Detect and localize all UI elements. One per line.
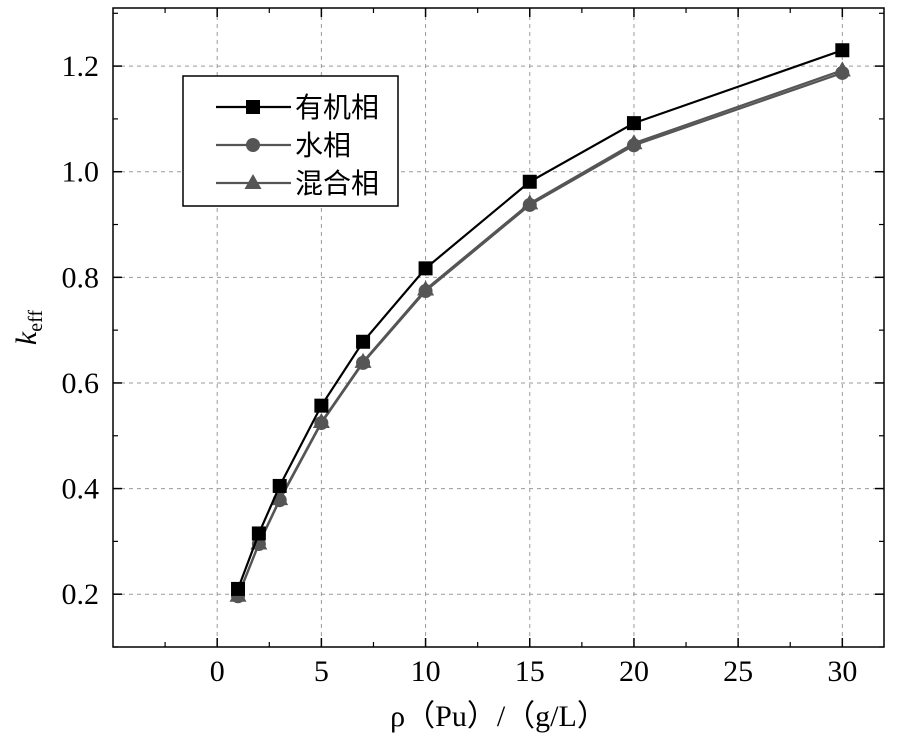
x-tick-label: 0	[210, 655, 225, 688]
triangle-marker	[354, 352, 372, 368]
plot-frame	[112, 7, 885, 648]
y-tick-label: 1.0	[62, 156, 100, 189]
triangle-marker	[271, 490, 289, 506]
legend-item: 有机相	[216, 91, 379, 124]
y-tick-label: 0.4	[62, 473, 100, 506]
square-marker	[246, 100, 260, 114]
legend-box	[182, 75, 399, 207]
square-marker	[314, 398, 329, 413]
legend-item: 混合相	[216, 167, 379, 200]
x-tick-labels: 0 5 10 15 20 25 30	[210, 655, 858, 688]
legend-item: 水相	[216, 129, 351, 162]
y-axis-label-sub: eff	[25, 310, 47, 332]
triangle-marker	[312, 413, 330, 429]
square-marker	[626, 116, 641, 131]
triangle-marker	[244, 174, 262, 189]
square-marker	[356, 334, 371, 349]
square-marker	[418, 261, 433, 276]
x-tick-label: 25	[723, 655, 753, 688]
square-marker	[522, 174, 537, 189]
x-tick-label: 15	[515, 655, 545, 688]
legend-label: 有机相	[295, 91, 379, 124]
x-tick-label: 10	[411, 655, 441, 688]
circle-marker	[246, 138, 260, 152]
x-tick-label: 20	[619, 655, 649, 688]
series	[229, 43, 851, 604]
y-tick-labels: 0.2 0.4 0.6 0.8 1.0 1.2	[62, 50, 100, 611]
square-marker	[835, 43, 850, 58]
y-tick-label: 0.8	[62, 261, 100, 294]
triangle-marker	[833, 61, 851, 77]
y-axis-label: keff	[10, 310, 47, 346]
legend-label: 水相	[295, 129, 351, 162]
y-tick-label: 1.2	[62, 50, 100, 83]
triangle-marker	[417, 280, 435, 296]
axis-ticks	[113, 8, 884, 648]
y-axis-label-main: k	[10, 331, 43, 345]
square-marker	[251, 526, 266, 541]
x-axis-label: ρ（Pu）/（g/L）	[390, 700, 607, 733]
legend-label: 混合相	[295, 167, 379, 200]
x-tick-label: 5	[314, 655, 329, 688]
x-tick-label: 30	[827, 655, 857, 688]
y-tick-label: 0.2	[62, 578, 100, 611]
series-1	[231, 43, 850, 596]
triangle-marker	[625, 134, 643, 150]
square-marker	[272, 478, 287, 493]
square-marker	[231, 581, 246, 596]
triangle-marker	[521, 194, 539, 210]
y-tick-label: 0.6	[62, 367, 100, 400]
